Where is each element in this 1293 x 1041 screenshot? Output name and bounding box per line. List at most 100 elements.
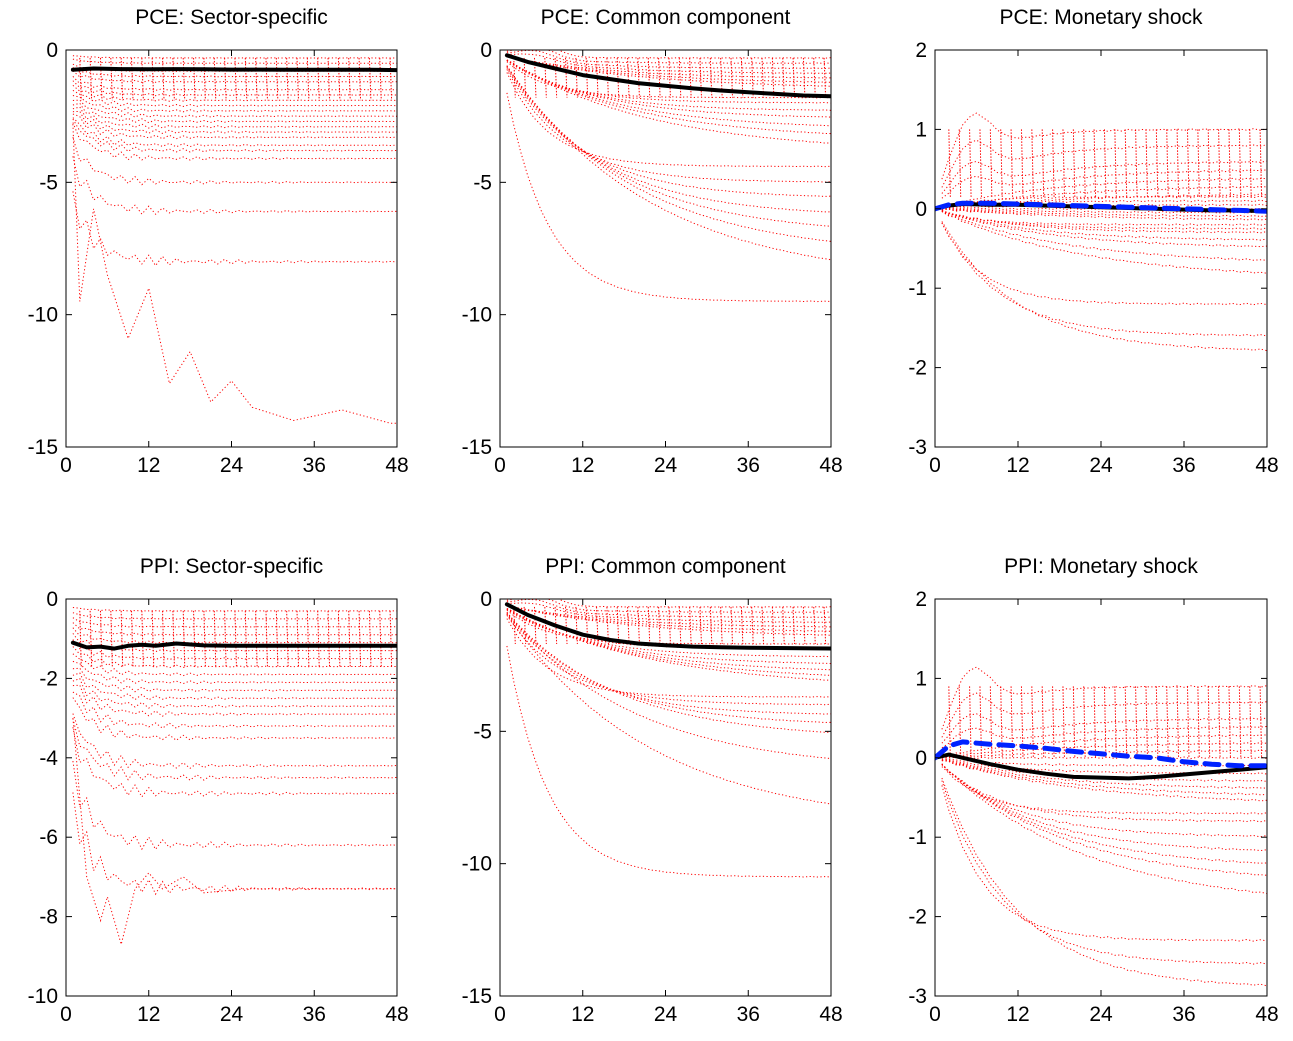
sector-response-line: [941, 222, 1267, 306]
sector-response-line: [72, 76, 397, 91]
sector-density-mark: [110, 57, 113, 101]
y-tick-label: -10: [28, 304, 58, 327]
sector-density-mark: [1093, 686, 1097, 758]
sector-response-line: [72, 110, 397, 135]
sector-response-line: [506, 612, 831, 760]
median-line: [504, 53, 831, 99]
sector-density-mark: [1207, 686, 1211, 758]
sector-response-line: [506, 599, 831, 613]
sector-response-line: [72, 697, 397, 741]
y-tick-label: -15: [462, 985, 492, 1008]
sector-density-mark: [969, 129, 972, 197]
sector-response-line: [72, 761, 397, 851]
y-tick-label: -3: [908, 985, 927, 1008]
sector-density-mark: [1238, 129, 1242, 197]
sector-response-line: [506, 56, 831, 87]
chart-title: PCE: Monetary shock: [999, 6, 1203, 29]
sector-density-mark: [1145, 129, 1148, 197]
sector-response-line: [506, 66, 831, 213]
y-tick-label: 0: [915, 198, 927, 221]
chart-title: PCE: Sector-specific: [135, 6, 328, 29]
x-tick-label: 12: [1006, 454, 1029, 477]
sector-density-mark: [203, 610, 206, 667]
y-tick-label: -15: [462, 436, 492, 459]
sector-response-line: [506, 56, 831, 79]
sector-density-mark: [1186, 129, 1190, 197]
sector-density-mark: [585, 57, 589, 98]
sector-density-mark: [575, 57, 578, 98]
sector-response-line: [72, 117, 397, 148]
sector-density-mark: [616, 606, 620, 645]
y-tick-label: -3: [908, 436, 927, 459]
sector-density-mark: [513, 57, 516, 98]
sector-density-mark: [1176, 686, 1180, 758]
sector-response-line: [72, 58, 397, 64]
sector-density-mark: [151, 57, 155, 101]
sector-density-mark: [89, 610, 93, 667]
sector-density-mark: [699, 57, 702, 98]
chart-panel: 0 12 24 36 48 -15 -10 -5 0 PCE: Sector-specific: [28, 6, 409, 477]
direct-shock-line: [935, 200, 1267, 214]
sector-response-line: [506, 50, 831, 59]
sector-response-line: [941, 139, 1267, 188]
sector-response-line: [506, 65, 831, 242]
sector-density-mark: [1249, 129, 1252, 197]
sector-density-mark: [792, 606, 796, 645]
sector-density-mark: [606, 57, 609, 98]
sector-density-mark: [523, 57, 527, 98]
sector-response-line: [941, 749, 1267, 759]
sector-density-mark: [379, 610, 382, 667]
sector-density-mark: [958, 129, 962, 197]
sector-density-mark: [596, 57, 599, 98]
sector-response-line: [506, 92, 831, 303]
y-tick-label: -5: [473, 171, 492, 194]
sector-response-line: [72, 677, 397, 709]
sector-density-mark: [255, 57, 258, 101]
sector-response-line: [72, 691, 397, 729]
sector-density-mark: [1228, 129, 1231, 197]
sector-response-line: [72, 607, 397, 612]
sector-density-mark: [286, 57, 289, 101]
sector-density-mark: [296, 610, 300, 667]
sector-density-mark: [275, 57, 279, 101]
sector-response-line: [941, 210, 1267, 230]
sector-density-mark: [348, 57, 351, 101]
sector-density-mark: [337, 57, 341, 101]
chart-panel: 0 12 24 36 48 -15 -10 -5 0 PCE: Common component: [462, 6, 843, 477]
sector-density-mark: [1135, 686, 1138, 758]
x-tick-label: 24: [1089, 454, 1113, 477]
sector-density-mark: [1062, 686, 1065, 758]
sector-response-line: [941, 208, 1267, 221]
sector-density-mark: [761, 606, 765, 645]
sector-density-mark: [989, 129, 993, 197]
sector-density-mark: [79, 57, 82, 101]
sector-density-mark: [1020, 129, 1024, 197]
y-tick-label: 1: [915, 667, 927, 690]
y-tick-label: 0: [480, 39, 492, 62]
x-tick-label: 48: [1255, 454, 1278, 477]
axes-frame: [65, 598, 398, 997]
direct-shock-line: [935, 739, 1267, 769]
sector-response-line: [941, 160, 1267, 194]
sector-density-mark: [1166, 129, 1169, 197]
sector-response-line: [72, 80, 397, 97]
sector-response-line: [506, 608, 831, 650]
sector-response-line: [506, 614, 831, 805]
sector-response-line: [941, 726, 1267, 749]
sector-response-line: [72, 633, 397, 653]
sector-response-line: [506, 67, 831, 198]
x-tick-label: 12: [571, 454, 594, 477]
sector-response-line: [506, 69, 831, 183]
sector-response-line: [506, 608, 831, 676]
sector-response-line: [941, 764, 1267, 823]
sector-density-mark: [275, 610, 279, 667]
sector-response-line: [72, 89, 397, 108]
sector-density-mark: [1238, 686, 1242, 758]
y-tick-label: -4: [39, 747, 58, 770]
sector-density-mark: [1093, 129, 1097, 197]
sector-density-mark: [658, 606, 661, 645]
sector-density-mark: [1155, 686, 1159, 758]
sector-density-mark: [1000, 129, 1003, 197]
